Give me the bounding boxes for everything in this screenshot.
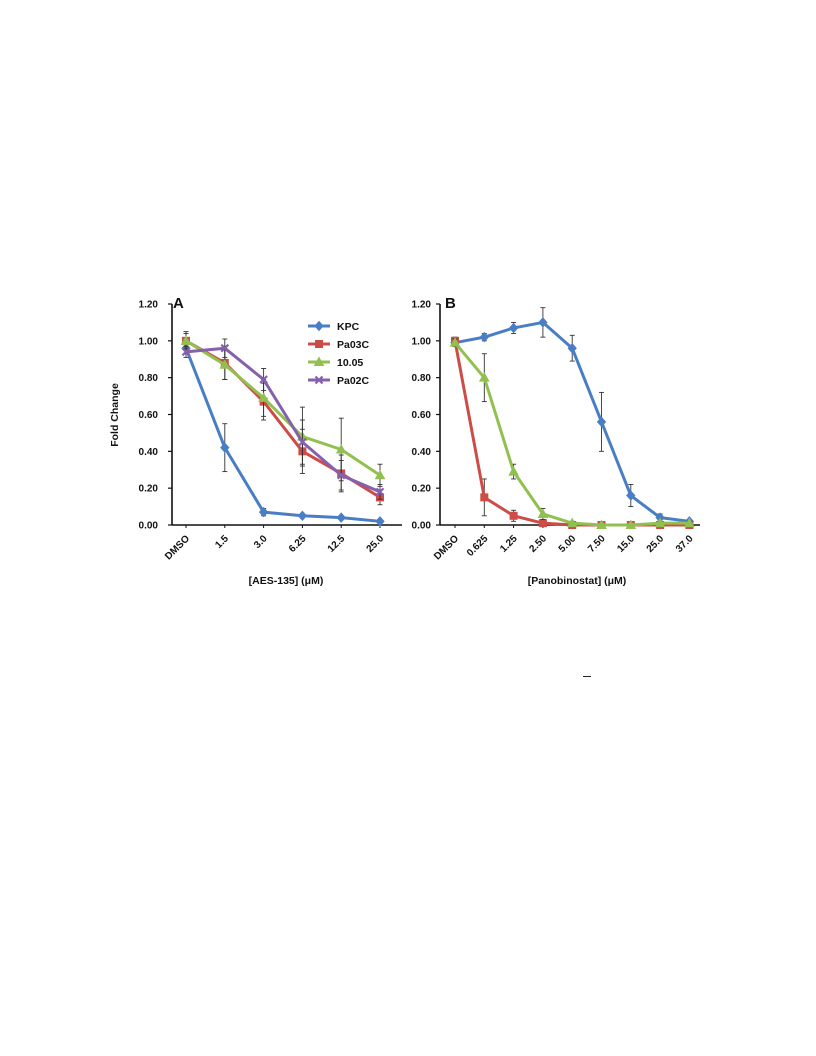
legend-item: Pa02C bbox=[308, 375, 370, 387]
x-tick-label: 15.0 bbox=[615, 533, 637, 555]
series-pa03c bbox=[451, 336, 694, 529]
legend-marker bbox=[313, 356, 325, 366]
data-point bbox=[374, 469, 386, 480]
series-line bbox=[184, 347, 381, 523]
data-point bbox=[479, 331, 489, 343]
y-tick-label: 0.20 bbox=[412, 484, 432, 495]
data-point bbox=[219, 359, 231, 369]
data-point bbox=[684, 517, 695, 528]
legend-marker bbox=[315, 340, 323, 348]
data-point bbox=[567, 342, 577, 354]
data-point bbox=[336, 470, 346, 480]
series-line bbox=[185, 339, 381, 477]
legend-label: KPC bbox=[337, 321, 360, 333]
series-10-05 bbox=[180, 333, 386, 487]
chart-panel-a: 0.00 0.20 0.40 0.60 0.80 1.00 1.20 DMSO 1.5 3.0 6.… bbox=[109, 295, 402, 587]
legend-label: Pa03C bbox=[337, 339, 370, 351]
legend-item: Pa03C bbox=[308, 339, 370, 351]
data-point bbox=[538, 519, 547, 528]
data-point bbox=[480, 493, 489, 502]
data-point bbox=[509, 511, 518, 520]
x-tick-label: DMSO bbox=[163, 533, 192, 562]
data-point bbox=[180, 335, 192, 345]
x-tick-label: 1.25 bbox=[498, 533, 520, 555]
legend-label: 10.05 bbox=[337, 357, 363, 369]
data-point bbox=[375, 516, 385, 527]
series-line bbox=[185, 346, 381, 494]
data-point bbox=[478, 372, 490, 382]
legend-marker bbox=[314, 375, 324, 385]
y-tick-label: 0.00 bbox=[412, 521, 432, 532]
x-tick-label: 7.50 bbox=[586, 533, 608, 555]
legend-item: KPC bbox=[308, 320, 360, 333]
y-tick-label: 0.60 bbox=[412, 410, 432, 421]
x-tick-label: 1.5 bbox=[213, 533, 231, 551]
series-line bbox=[453, 341, 690, 527]
data-point bbox=[258, 392, 269, 402]
legend-marker bbox=[314, 320, 324, 332]
data-point bbox=[508, 322, 519, 334]
y-tick-label: 0.20 bbox=[139, 484, 159, 495]
x-tick-label: 25.0 bbox=[645, 533, 667, 555]
y-tick-label: 0.40 bbox=[139, 447, 159, 458]
data-point bbox=[298, 437, 307, 447]
data-point bbox=[258, 506, 269, 518]
data-point bbox=[220, 343, 230, 353]
data-point bbox=[654, 517, 666, 528]
series-kpc bbox=[181, 342, 385, 527]
x-tick-label: DMSO bbox=[432, 533, 461, 562]
data-point bbox=[449, 337, 461, 347]
y-tick-label: 0.80 bbox=[412, 373, 432, 384]
y-tick-label: 0.00 bbox=[139, 521, 159, 532]
series-kpc bbox=[450, 307, 695, 527]
series-10-05 bbox=[449, 337, 695, 529]
legend: KPC Pa03C 10.05 Pa02C bbox=[308, 320, 370, 387]
x-tick-label: 2.50 bbox=[527, 533, 549, 555]
data-point bbox=[220, 442, 230, 453]
data-point bbox=[335, 443, 347, 454]
data-point bbox=[375, 487, 385, 497]
series-line bbox=[453, 340, 690, 527]
x-tick-label: 25.0 bbox=[365, 533, 387, 555]
x-tick-label: 12.5 bbox=[326, 533, 348, 555]
chart-panel-b: 0.00 0.20 0.40 0.60 0.80 1.00 1.20 DMSO 0.625 1.2… bbox=[412, 295, 700, 587]
y-tick-label: 1.00 bbox=[412, 336, 432, 347]
y-tick-label: 0.60 bbox=[139, 410, 159, 421]
data-point bbox=[259, 375, 268, 384]
data-point bbox=[297, 510, 308, 522]
data-point bbox=[626, 490, 636, 501]
series-pa02c bbox=[181, 338, 385, 500]
panel-label: B bbox=[445, 295, 456, 312]
x-tick-label: 3.0 bbox=[252, 533, 270, 551]
y-tick-label: 1.20 bbox=[139, 300, 159, 311]
data-point bbox=[508, 466, 519, 476]
y-tick-label: 1.00 bbox=[139, 336, 159, 347]
data-point bbox=[625, 519, 637, 529]
data-point bbox=[538, 317, 548, 328]
data-point bbox=[566, 517, 578, 528]
legend-item: 10.05 bbox=[308, 356, 363, 369]
x-tick-label: 0.625 bbox=[465, 533, 491, 559]
data-point bbox=[336, 512, 346, 523]
x-tick-label: 6.25 bbox=[287, 533, 309, 555]
panel-label: A bbox=[173, 295, 184, 312]
x-axis-title: [Panobinostat] (μM) bbox=[528, 575, 627, 587]
y-tick-label: 0.40 bbox=[412, 447, 432, 458]
x-tick-label: 37.0 bbox=[674, 533, 696, 555]
data-point bbox=[537, 508, 549, 518]
y-tick-label: 1.20 bbox=[412, 300, 432, 311]
y-tick-label: 0.80 bbox=[139, 373, 159, 384]
data-point bbox=[181, 347, 191, 357]
stray-dash-mark bbox=[583, 676, 591, 677]
data-point bbox=[596, 416, 607, 428]
x-tick-label: 5.00 bbox=[557, 533, 579, 555]
y-axis-title: Fold Change bbox=[109, 383, 121, 447]
x-axis-title: [AES-135] (μM) bbox=[249, 575, 324, 587]
data-point bbox=[596, 519, 607, 529]
legend-label: Pa02C bbox=[337, 375, 370, 387]
